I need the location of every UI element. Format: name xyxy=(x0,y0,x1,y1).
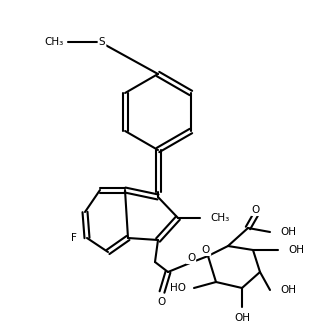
Text: O: O xyxy=(202,245,210,255)
Text: CH₃: CH₃ xyxy=(210,213,229,223)
Text: CH₃: CH₃ xyxy=(45,37,64,47)
Text: S: S xyxy=(99,37,105,47)
Text: O: O xyxy=(252,205,260,215)
Text: O: O xyxy=(158,297,166,307)
Text: HO: HO xyxy=(170,283,186,293)
Text: F: F xyxy=(71,233,77,243)
Text: OH: OH xyxy=(280,285,296,295)
Text: OH: OH xyxy=(288,245,304,255)
Text: OH: OH xyxy=(280,227,296,237)
Text: OH: OH xyxy=(234,313,250,323)
Text: O: O xyxy=(187,253,195,263)
